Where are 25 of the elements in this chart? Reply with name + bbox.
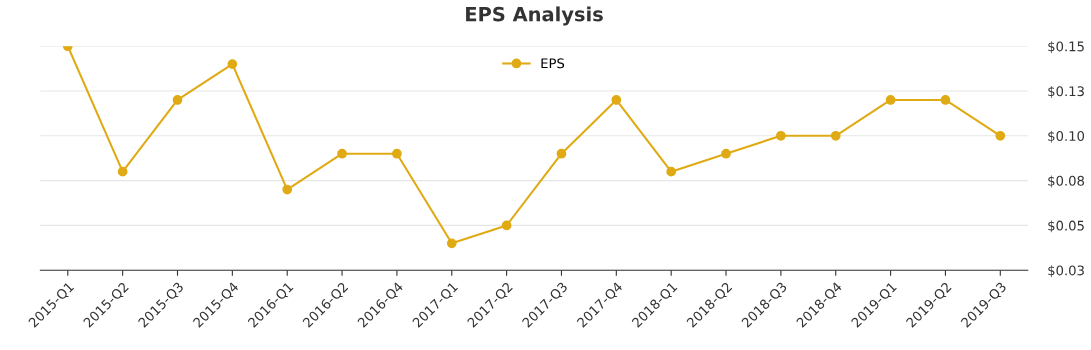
point	[611, 95, 622, 105]
chart-title: EPS Analysis	[466, 6, 603, 26]
point	[885, 95, 896, 105]
point	[446, 238, 457, 249]
point	[172, 95, 183, 105]
point	[337, 148, 347, 159]
point	[776, 130, 786, 141]
point	[721, 148, 731, 159]
point	[556, 148, 567, 159]
point	[117, 166, 128, 177]
y-tick-label: $0.03	[1048, 265, 1084, 278]
point	[666, 166, 677, 177]
point	[501, 220, 512, 231]
point	[392, 148, 402, 159]
y-tick-label: $0.13	[1048, 85, 1084, 98]
y-tick-label: $0.15	[1048, 41, 1084, 54]
point	[940, 95, 951, 105]
point	[227, 59, 238, 69]
y-tick-label: $0.10	[1048, 130, 1085, 143]
point	[830, 130, 841, 141]
legend-label: EPS	[541, 58, 565, 69]
point	[282, 184, 293, 195]
y-tick-label: $0.05	[1048, 220, 1084, 233]
y-tick-label: $0.08	[1048, 175, 1085, 188]
point	[995, 130, 1006, 141]
